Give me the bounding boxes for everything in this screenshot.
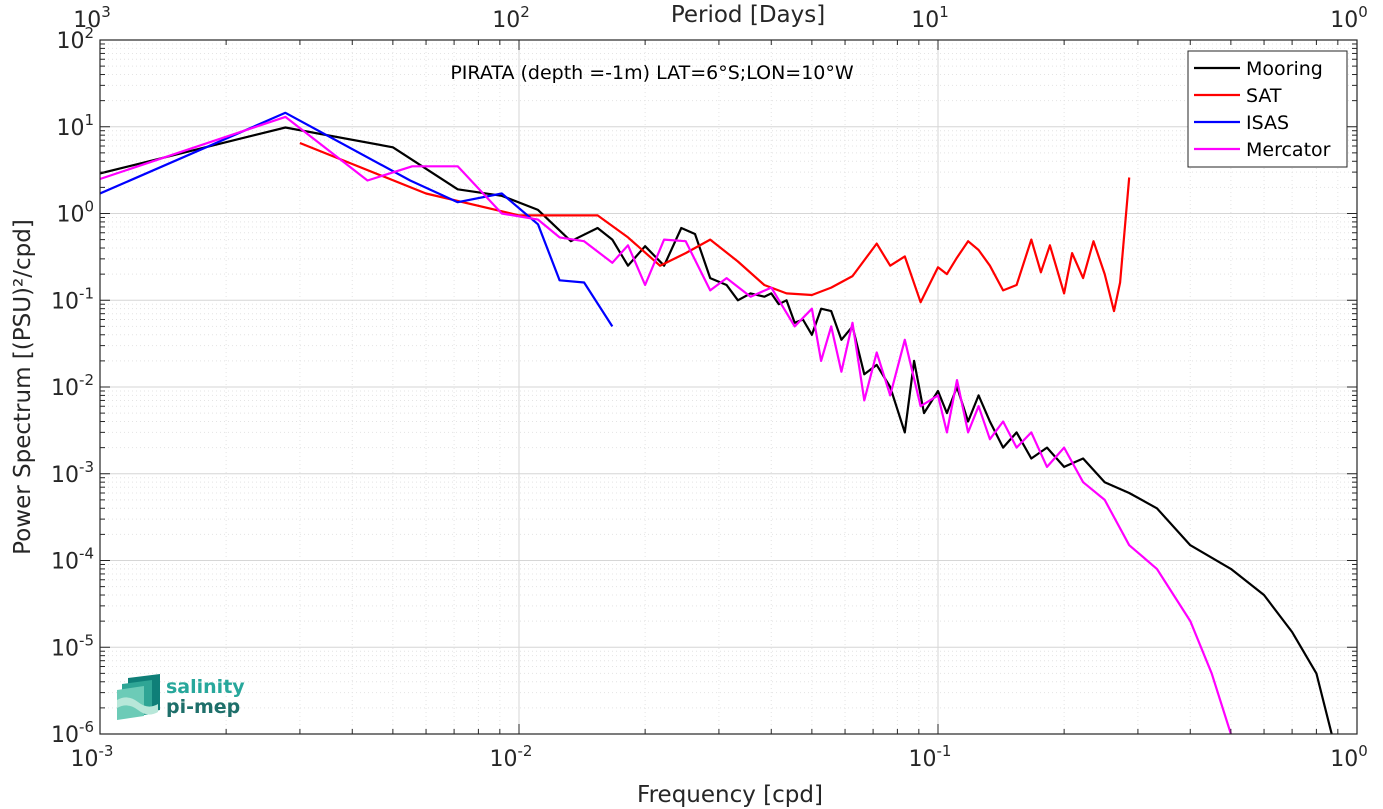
y-tick-label: 10-4 [51,545,94,575]
y-tick-label: 101 [56,111,94,141]
logo-mark [117,674,160,720]
y-tick-label: 102 [56,24,94,54]
minor-grid [100,40,1357,734]
top-tick-label: 101 [911,3,949,33]
x-tick-label: 100 [1330,742,1368,772]
top-tick-label: 102 [492,3,530,33]
series-mooring-line [100,126,1333,734]
logo-line2: pi-mep [166,696,240,718]
y-tick-label: 10-2 [51,371,94,401]
series-sat-line [299,141,1131,313]
legend-label-sat: SAT [1246,85,1282,107]
x-axis-label: Frequency [cpd] [637,782,823,808]
x-tick-label: 10-1 [909,742,952,772]
y-tick-label: 10-3 [51,458,94,488]
top-axis-label: Period [Days] [671,2,825,28]
salinity-pi-mep-logo: salinity pi-mep [117,674,245,720]
y-axis-label: Power Spectrum [(PSU)²/cpd] [10,219,36,555]
x-tick-label: 10-2 [490,742,533,772]
logo-line1: salinity [166,676,245,698]
legend: Mooring SAT ISAS Mercator [1187,50,1348,168]
y-tick-label: 100 [56,198,94,228]
chart-title: PIRATA (depth =-1m) LAT=6°S;LON=10°W [450,62,854,84]
legend-label-isas: ISAS [1246,112,1289,134]
series-isas-line [100,111,614,327]
top-tick-label: 103 [73,3,111,33]
y-tick-label: 10-5 [51,631,94,661]
legend-box [1187,50,1348,168]
series-mercator-line [100,115,1232,734]
y-tick-label: 10-6 [51,718,94,748]
x-tick-label: 10-3 [71,742,114,772]
axis-ticks [99,39,1358,735]
y-tick-label: 10-1 [51,284,94,314]
series-lines [100,111,1333,734]
legend-label-mooring: Mooring [1246,58,1323,80]
legend-label-mercator: Mercator [1246,139,1331,161]
top-tick-label: 100 [1330,3,1368,33]
